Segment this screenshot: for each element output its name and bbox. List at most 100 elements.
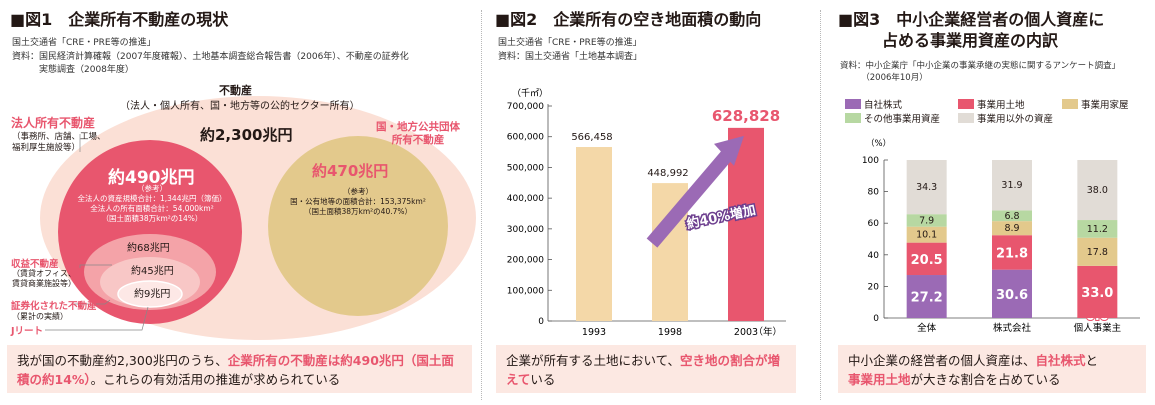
- segment-label: 27.2: [911, 291, 943, 306]
- segment-個人事業主-2: [1077, 237, 1118, 266]
- figure3-source-2: （2006年10月）: [840, 73, 928, 83]
- segment-株式会社-0: [992, 269, 1032, 318]
- x-tick-label: 2003: [734, 327, 758, 338]
- assets-stacked-chart: （%） 0 20 40 60 80 100 27.2 20.5 10.1 7.9 34.3 全体 30.6…: [862, 138, 1140, 334]
- corp-value: 約490兆円: [108, 168, 195, 188]
- segment-label: 7.9: [919, 215, 934, 226]
- corp-note: （参考） 全法人の資産規模合計：1,344兆円（簿価） 全法人の所有面積合計：54,…: [77, 184, 227, 223]
- y-tick-label: 600,000: [507, 133, 544, 143]
- y-tick-label: 700,000: [507, 102, 544, 112]
- securitized-sublabel: （累計の実績）: [12, 312, 68, 321]
- segment-株式会社-1: [992, 235, 1032, 270]
- figure1-source-3: 実態調査（2008年度）: [12, 65, 134, 75]
- segment-全体-1: [906, 242, 947, 276]
- y-unit-label: （千㎡）: [512, 88, 548, 99]
- real-estate-sublabel: （法人・個人所有、国・地方等の公的セクター所有）: [120, 101, 360, 112]
- y-tick-label: 0: [538, 317, 544, 327]
- legend-label: 事業用家屋: [1081, 100, 1129, 111]
- income-leader: [79, 264, 112, 268]
- securitized-label: 証券化された不動産: [11, 301, 97, 312]
- figure1-title: ■図1 企業所有不動産の現状: [10, 10, 229, 29]
- public-note: （参考） 国・公有地等の面積合計：153,375km² （国土面積38万km²の40…: [290, 187, 426, 216]
- segment-label: 34.3: [916, 182, 937, 193]
- figure2-panel: ■図2 企業所有の空き地面積の動向 国土交通省「CRE・PRE等の推進」 資料：…: [490, 0, 806, 405]
- legend-swatch: [845, 113, 861, 123]
- income-label: 収益不動産: [11, 259, 59, 270]
- legend-item-2: 事業用家屋: [1062, 99, 1129, 112]
- legend-swatch: [1062, 99, 1078, 109]
- figure1-source-2: 資料：国民経済計算確報（2007年度確報）、土地基本調査総合報告書（2006年）…: [12, 52, 409, 62]
- corp-label: 法人所有不動産: [11, 116, 96, 130]
- y-unit-label: （%）: [866, 138, 891, 149]
- segment-label: 11.2: [1087, 224, 1108, 235]
- legend-label: 自社株式: [864, 100, 903, 111]
- y-tick-label: 500,000: [507, 163, 544, 173]
- corp-sublabel: （事務所、店舗、工場、 福利厚生施設等）: [12, 132, 106, 153]
- segment-全体-4: [906, 160, 947, 215]
- x-unit-label: （年）: [753, 326, 782, 338]
- value-label-1998: 448,992: [647, 168, 688, 179]
- x-tick-label: 個人事業主: [1074, 322, 1122, 334]
- figure1-caption: 我が国の不動産約2,300兆円のうち、企業所有の不動産は約490兆円（国土面積の…: [7, 345, 472, 393]
- y-tick-label: 100,000: [507, 286, 544, 296]
- legend-item-4: 事業用以外の資産: [958, 113, 1053, 126]
- x-tick-label: 全体: [917, 322, 937, 334]
- increase-arrow: [646, 149, 734, 248]
- public-circle: [268, 136, 448, 316]
- figure3-caption: 中小企業の経営者の個人資産は、自社株式と 事業用土地が大きな割合を占めている: [838, 345, 1146, 393]
- legend-item-1: 事業用土地: [958, 99, 1025, 112]
- securitized-leader: [72, 299, 111, 305]
- divider-2: [820, 10, 821, 400]
- segment-全体-3: [906, 214, 947, 227]
- figure2-source-1: 国土交通省「CRE・PRE等の推進」: [498, 38, 642, 48]
- legend-item-0: 自社株式: [845, 99, 902, 112]
- figure2-source-2: 資料：国土交通省「土地基本調査」: [498, 52, 643, 62]
- x-tick-label: 株式会社: [993, 322, 1032, 334]
- jreit-ellipse: [117, 280, 183, 308]
- figure3-panel: ■図3 中小企業経営者の個人資産に 占める事業用資産の内訳 資料：中小企業庁「中…: [830, 0, 1155, 405]
- x-tick-label: 1993: [582, 327, 606, 338]
- value-label-1993: 566,458: [571, 132, 612, 143]
- figure2-caption: 企業が所有する土地において、空き地の割合が増えている: [496, 345, 796, 393]
- total-value: 約2,300兆円: [200, 126, 293, 144]
- y-tick-label: 200,000: [507, 256, 544, 266]
- segment-label: 21.8: [996, 246, 1028, 261]
- income-value: 約68兆円: [127, 243, 170, 254]
- legend-label: 事業用土地: [977, 100, 1025, 111]
- segment-label: 10.1: [916, 230, 937, 241]
- value-label-2003: 628,828: [712, 107, 780, 125]
- increase-arrowhead: [714, 135, 744, 166]
- legend-item-3: その他事業用資産: [845, 113, 940, 126]
- legend-swatch: [845, 99, 861, 109]
- y-tick-label: 100: [862, 156, 879, 166]
- figure3-title: ■図3 中小企業経営者の個人資産に: [838, 10, 1105, 29]
- public-value: 約470兆円: [312, 162, 389, 180]
- jreit-label: Jリート: [11, 326, 44, 337]
- y-tick-label: 60: [868, 219, 880, 229]
- segment-label: 17.8: [1087, 247, 1108, 258]
- public-label: 国・地方公共団体 所有不動産: [376, 121, 460, 146]
- y-tick-label: 20: [868, 282, 880, 292]
- segment-全体-2: [906, 226, 947, 243]
- jreit-leader: [45, 306, 149, 331]
- y-tick-label: 400,000: [507, 194, 544, 204]
- y-tick-label: 80: [868, 188, 880, 198]
- figure2-title: ■図2 企業所有の空き地面積の動向: [495, 10, 762, 29]
- legend-swatch: [958, 113, 974, 123]
- segment-label: 6.8: [1004, 211, 1019, 222]
- legend-label: 事業用以外の資産: [977, 114, 1054, 125]
- real-estate-diagram: [40, 96, 476, 340]
- figure1-panel: ■図1 企業所有不動産の現状 国土交通省「CRE・PRE等の推進」 資料：国民経…: [0, 0, 478, 405]
- segment-個人事業主-1: [1077, 265, 1118, 318]
- segment-label: 20.5: [911, 253, 943, 268]
- y-tick-label: 300,000: [507, 225, 544, 235]
- segment-label: 33.0: [1081, 286, 1113, 301]
- y-tick-label: 0: [873, 314, 879, 324]
- segment-label: 38.0: [1087, 185, 1108, 196]
- segment-label: 31.9: [1001, 180, 1022, 191]
- income-sublabel: （賃貸オフィス、 賃貸商業施設等）: [12, 269, 76, 288]
- figure3-source-1: 資料：中小企業庁「中小企業の事業承継の実態に関するアンケート調査」: [840, 61, 1121, 71]
- securitized-value: 約45兆円: [131, 266, 174, 277]
- segment-label: 30.6: [996, 288, 1028, 303]
- segment-個人事業主-3: [1077, 220, 1118, 238]
